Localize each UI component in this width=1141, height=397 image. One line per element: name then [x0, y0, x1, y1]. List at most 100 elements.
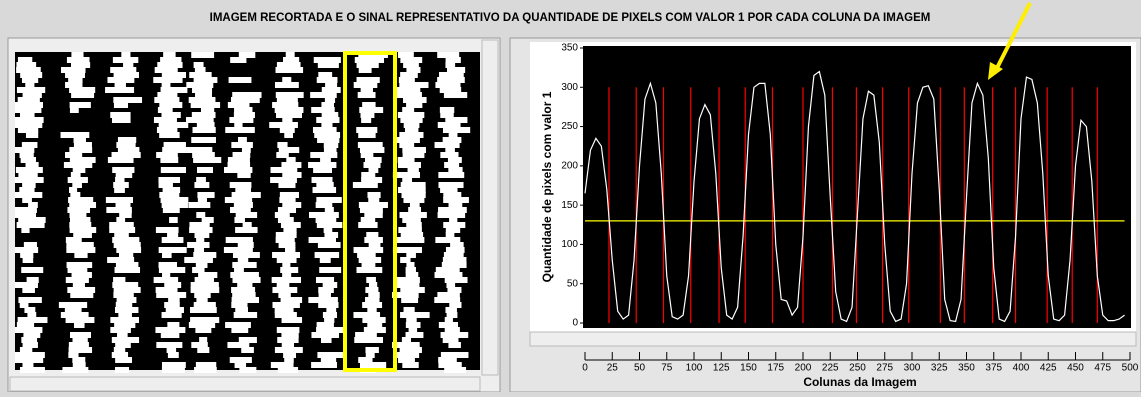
blob — [153, 77, 183, 83]
blob — [368, 282, 378, 288]
blob — [70, 332, 92, 338]
blob — [237, 242, 254, 248]
blob — [193, 77, 218, 83]
blob — [65, 237, 82, 243]
blob — [362, 317, 386, 323]
blob — [323, 227, 333, 233]
blob — [450, 242, 464, 248]
blob — [164, 302, 180, 308]
blob — [157, 107, 173, 113]
blob — [274, 307, 294, 313]
blob — [359, 107, 384, 113]
blob — [321, 122, 333, 128]
blob — [154, 67, 178, 73]
blob — [363, 327, 386, 333]
blob — [194, 67, 206, 73]
blob — [275, 232, 297, 238]
blob — [69, 227, 97, 233]
blob — [224, 167, 253, 173]
blob — [67, 207, 91, 213]
blob — [280, 297, 303, 303]
blob — [22, 362, 34, 368]
blob — [65, 82, 83, 88]
blob — [324, 97, 336, 103]
blob — [448, 342, 461, 348]
blob — [281, 317, 303, 323]
blob — [21, 142, 38, 148]
blob — [359, 147, 385, 153]
blob — [159, 192, 180, 198]
blob — [117, 147, 140, 153]
blob — [284, 132, 294, 138]
blob — [225, 237, 253, 243]
blob — [276, 282, 290, 288]
blob — [446, 67, 466, 73]
blob — [232, 252, 260, 258]
blob — [358, 67, 372, 73]
blob — [238, 52, 256, 58]
blob — [190, 287, 220, 293]
blob — [65, 152, 83, 158]
blob — [235, 307, 249, 313]
blob — [437, 52, 460, 58]
blob — [315, 217, 337, 223]
blob — [239, 367, 257, 373]
blob — [397, 157, 415, 163]
blob — [121, 52, 131, 58]
blob — [443, 252, 464, 258]
blob — [111, 117, 131, 123]
blob — [275, 67, 304, 73]
blob — [20, 157, 36, 163]
blob — [358, 357, 373, 363]
blob — [449, 217, 458, 223]
blob — [409, 202, 420, 208]
blob — [21, 77, 39, 83]
blob — [69, 212, 87, 218]
blob — [320, 337, 332, 343]
blob — [22, 342, 38, 348]
blob — [225, 322, 251, 328]
graph-scrollbar[interactable] — [529, 331, 1137, 347]
blob — [281, 162, 302, 168]
blob — [238, 137, 247, 143]
blob — [323, 142, 339, 148]
blob — [192, 267, 205, 273]
blob — [195, 362, 217, 368]
blob — [402, 362, 419, 368]
blob — [158, 122, 189, 128]
blob — [190, 317, 220, 323]
blob — [279, 197, 296, 203]
blob — [357, 252, 376, 258]
blob — [356, 127, 378, 133]
blob — [69, 107, 79, 113]
blob — [440, 187, 458, 193]
blob — [22, 257, 34, 263]
x-tick-label: 225 — [822, 363, 839, 374]
blob — [445, 57, 461, 63]
blob — [362, 302, 383, 308]
blob — [188, 322, 216, 328]
blob — [70, 172, 81, 178]
blob — [391, 292, 419, 298]
blob — [18, 217, 46, 223]
blob — [196, 122, 215, 128]
blob — [274, 312, 297, 318]
blob — [232, 262, 257, 268]
blob — [318, 72, 333, 78]
blob — [64, 307, 82, 313]
v-scrollbar[interactable] — [481, 39, 499, 376]
blob — [277, 142, 288, 148]
blob — [440, 112, 454, 118]
blob — [72, 337, 88, 343]
blob — [113, 242, 141, 248]
blob — [271, 277, 302, 283]
blob — [113, 102, 129, 108]
h-scrollbar[interactable] — [9, 376, 481, 392]
y-tick-label: 300 — [561, 82, 578, 93]
blob — [161, 72, 187, 78]
blob — [162, 207, 180, 213]
blob — [112, 57, 139, 63]
blob — [194, 247, 205, 253]
x-tick-label: 425 — [1040, 363, 1057, 374]
blob — [406, 317, 417, 323]
